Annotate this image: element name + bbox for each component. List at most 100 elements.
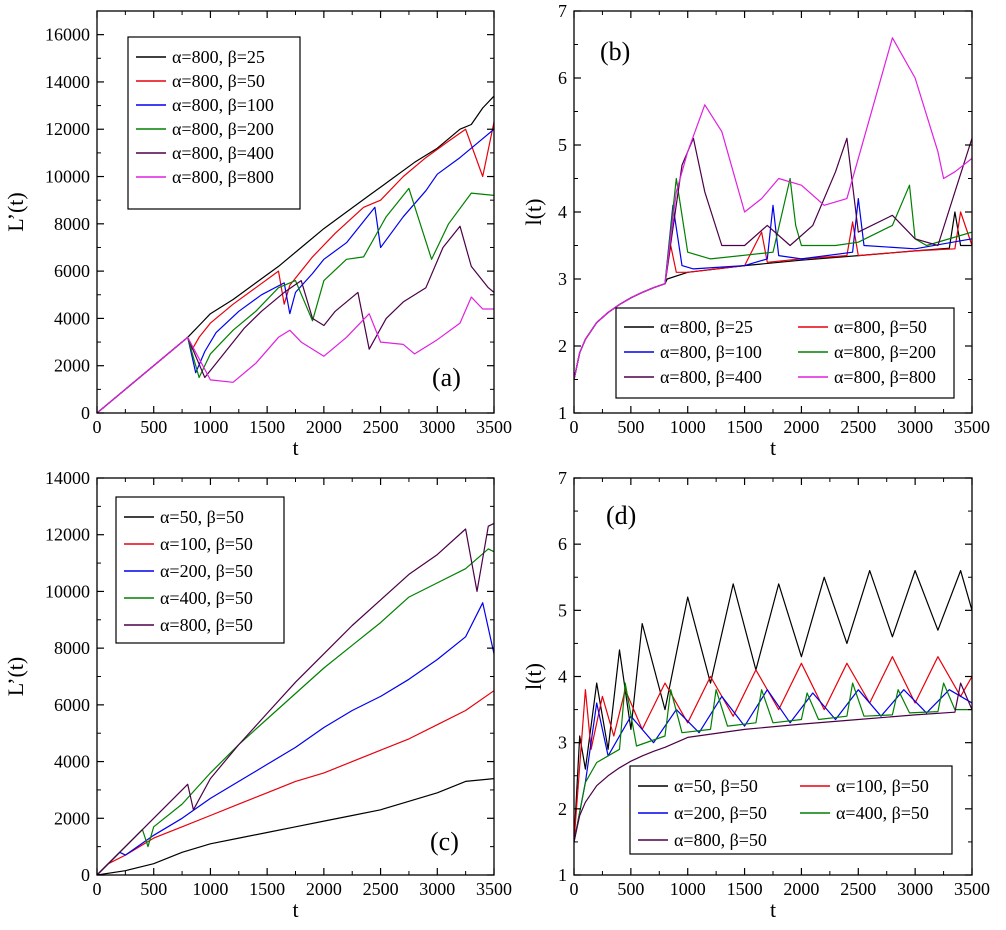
y-tick-label: 14000 bbox=[45, 72, 90, 92]
x-tick-label: 3500 bbox=[476, 879, 512, 899]
y-tick-label: 12000 bbox=[45, 119, 90, 139]
y-tick-label: 10000 bbox=[45, 581, 90, 601]
series-group bbox=[97, 522, 494, 875]
x-tick-label: 500 bbox=[140, 879, 167, 899]
y-tick-label: 4 bbox=[558, 202, 567, 222]
legend-item: α=800, β=100 bbox=[624, 342, 762, 362]
x-tick-label: 1000 bbox=[192, 879, 228, 899]
legend-label: α=200, β=50 bbox=[674, 803, 767, 823]
y-tick-label: 5 bbox=[558, 135, 567, 155]
legend-box bbox=[115, 496, 285, 644]
series-line-2 bbox=[97, 690, 494, 875]
x-axis-title: t bbox=[292, 435, 298, 460]
y-tick-label: 2000 bbox=[54, 356, 90, 376]
series-line-4 bbox=[97, 187, 494, 413]
legend: α=50, β=50 α=200, β=50 α=800, β=50 α=100, β… bbox=[629, 765, 953, 855]
series-line-6 bbox=[574, 37, 972, 380]
x-tick-label: 1000 bbox=[670, 417, 706, 437]
legend-item: α=100, β=50 bbox=[800, 776, 929, 796]
y-tick-label: 3 bbox=[558, 733, 567, 753]
legend-label: α=800, β=50 bbox=[172, 71, 265, 91]
y-tick-label: 2 bbox=[558, 336, 567, 356]
legend-item: α=800, β=800 bbox=[136, 167, 274, 187]
legend-item: α=800, β=200 bbox=[798, 342, 936, 362]
y-axis-title: L’(t) bbox=[3, 657, 28, 697]
legend-item: α=400, β=50 bbox=[124, 588, 253, 608]
x-tick-label: 2000 bbox=[783, 879, 819, 899]
legend-label: α=800, β=400 bbox=[172, 143, 274, 163]
panel-c: 0 500 1000 1500 2000 2500 3000 3500 0 2000 4000 600… bbox=[3, 468, 512, 922]
legend-item: α=200, β=50 bbox=[124, 561, 253, 581]
x-tick-label: 3500 bbox=[954, 417, 990, 437]
legend-item: α=400, β=50 bbox=[800, 803, 929, 823]
legend-label: α=800, β=50 bbox=[674, 830, 767, 850]
x-tick-label: 2000 bbox=[306, 417, 342, 437]
legend-item: α=800, β=50 bbox=[136, 71, 265, 91]
legend-label: α=800, β=25 bbox=[660, 317, 753, 337]
y-tick-label: 2000 bbox=[54, 808, 90, 828]
panel-b: 0 500 1000 1500 2000 2500 3000 3500 1 2 3 4 5 6 7 t l(t)… bbox=[521, 1, 990, 460]
panel-label: (d) bbox=[606, 501, 636, 530]
y-axis-title: L’(t) bbox=[3, 192, 28, 232]
x-tick-label: 2000 bbox=[783, 417, 819, 437]
x-tick-label: 3500 bbox=[476, 417, 512, 437]
series-line-2 bbox=[574, 656, 972, 842]
panel-label: (b) bbox=[600, 37, 630, 66]
legend-item: α=800, β=200 bbox=[136, 119, 274, 139]
series-line-5 bbox=[97, 225, 494, 413]
y-axis-title: l(t) bbox=[521, 199, 546, 226]
y-tick-label: 6000 bbox=[54, 695, 90, 715]
panel-d: 0 500 1000 1500 2000 2500 3000 3500 1 2 3 4 5 6 7 t l(t)… bbox=[521, 468, 990, 922]
legend-item: α=800, β=50 bbox=[124, 615, 253, 635]
series-line-3 bbox=[97, 602, 494, 875]
x-tick-label: 3000 bbox=[897, 879, 933, 899]
series-line-1 bbox=[574, 569, 972, 842]
legend-item: α=100, β=50 bbox=[124, 534, 253, 554]
x-tick-label: 500 bbox=[140, 417, 167, 437]
legend-label: α=800, β=25 bbox=[172, 47, 265, 67]
series-line-6 bbox=[97, 296, 494, 413]
y-tick-label: 7 bbox=[558, 468, 567, 488]
x-tick-label: 2500 bbox=[363, 879, 399, 899]
series-group bbox=[97, 95, 494, 413]
legend: α=800, β=25 α=800, β=50 α=800, β=100 α=800,… bbox=[127, 36, 301, 210]
legend-label: α=200, β=50 bbox=[160, 561, 253, 581]
y-tick-label: 0 bbox=[81, 403, 90, 423]
y-axis-title: l(t) bbox=[521, 663, 546, 690]
x-tick-label: 3000 bbox=[419, 417, 455, 437]
x-tick-label: 3000 bbox=[419, 879, 455, 899]
legend-item: α=800, β=100 bbox=[136, 95, 274, 115]
series-line-1 bbox=[97, 778, 494, 875]
legend-label: α=100, β=50 bbox=[160, 534, 253, 554]
legend-label: α=100, β=50 bbox=[836, 776, 929, 796]
x-axis-title: t bbox=[292, 897, 298, 922]
legend-label: α=800, β=50 bbox=[834, 317, 927, 337]
y-tick-label: 4 bbox=[558, 667, 567, 687]
legend-item: α=800, β=400 bbox=[624, 367, 762, 387]
y-tick-label: 6 bbox=[558, 534, 567, 554]
legend-label: α=800, β=50 bbox=[160, 615, 253, 635]
legend-label: α=400, β=50 bbox=[160, 588, 253, 608]
legend-label: α=800, β=100 bbox=[172, 95, 274, 115]
x-tick-label: 1000 bbox=[192, 417, 228, 437]
legend-item: α=50, β=50 bbox=[638, 776, 758, 796]
legend-label: α=800, β=200 bbox=[834, 342, 936, 362]
x-tick-label: 3500 bbox=[954, 879, 990, 899]
legend-label: α=800, β=800 bbox=[834, 367, 936, 387]
legend-item: α=800, β=400 bbox=[136, 143, 274, 163]
legend-label: α=800, β=800 bbox=[172, 167, 274, 187]
y-tick-label: 4000 bbox=[54, 752, 90, 772]
y-tick-label: 2 bbox=[558, 799, 567, 819]
series-group bbox=[574, 37, 972, 380]
y-tick-label: 10000 bbox=[45, 167, 90, 187]
legend-item: α=800, β=800 bbox=[798, 367, 936, 387]
legend-label: α=400, β=50 bbox=[836, 803, 929, 823]
x-tick-label: 1500 bbox=[727, 417, 763, 437]
y-tick-label: 8000 bbox=[54, 638, 90, 658]
y-tick-label: 5 bbox=[558, 600, 567, 620]
y-tick-label: 1 bbox=[558, 865, 567, 885]
legend-item: α=800, β=25 bbox=[624, 317, 753, 337]
x-tick-label: 500 bbox=[617, 879, 644, 899]
x-axis-title: t bbox=[770, 435, 776, 460]
y-tick-label: 6 bbox=[558, 68, 567, 88]
